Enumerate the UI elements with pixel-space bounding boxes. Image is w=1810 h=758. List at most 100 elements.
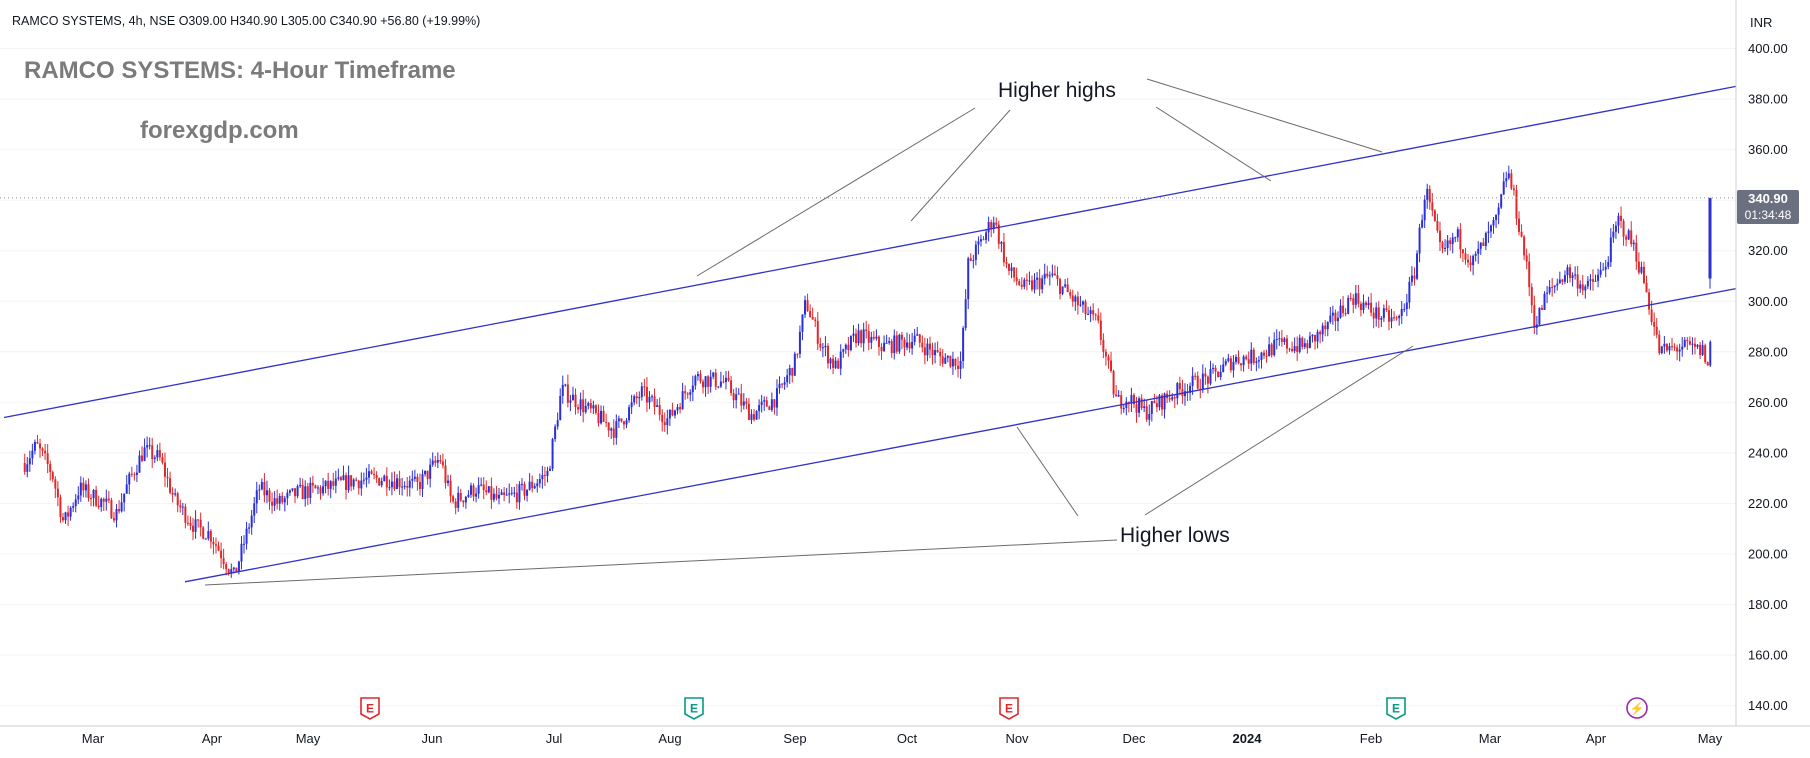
candle-body — [1217, 371, 1220, 377]
candle-body — [1551, 286, 1554, 288]
price-tick-label: 140.00 — [1748, 698, 1788, 713]
candle-body — [635, 396, 638, 399]
candle-body — [605, 421, 608, 423]
candle-body — [1245, 356, 1248, 360]
time-tick-label: Jun — [422, 731, 443, 746]
candle-body — [1173, 397, 1176, 399]
candle-body — [556, 420, 559, 427]
candle-body — [666, 418, 669, 426]
candle-body — [1599, 270, 1602, 275]
candle-body — [1163, 393, 1166, 410]
candle-body — [1171, 397, 1174, 400]
candle-body — [311, 482, 314, 486]
candle-body — [587, 403, 590, 406]
candle-body — [1270, 344, 1273, 356]
candle-body — [594, 405, 597, 413]
candle-body — [834, 360, 837, 368]
event-markers[interactable]: E E E E ⚡ — [360, 697, 1648, 720]
candle-body — [243, 543, 246, 545]
candle-body — [120, 502, 123, 512]
candle-body — [1454, 237, 1457, 239]
candle-body — [880, 346, 883, 351]
candle-body — [1357, 293, 1360, 304]
candle-body — [589, 403, 592, 409]
candle-body — [1390, 317, 1393, 322]
earnings-event-marker[interactable] — [1386, 697, 1406, 720]
candle-body — [1150, 401, 1153, 414]
candle-body — [503, 492, 506, 496]
candle-body — [814, 319, 817, 321]
candle-body — [383, 475, 386, 482]
candle-body — [329, 481, 332, 489]
candle-body — [158, 450, 161, 458]
candle-body — [1311, 334, 1314, 337]
candle-body — [630, 402, 633, 408]
candle-body — [987, 222, 990, 233]
candle-body — [475, 493, 478, 497]
candle-body — [1036, 277, 1039, 280]
candle-body — [39, 443, 42, 449]
candle-body — [447, 480, 450, 484]
lower-channel-line[interactable] — [184, 287, 1737, 583]
candle-body — [1489, 225, 1492, 232]
candle-body — [306, 486, 309, 498]
candle-body — [638, 397, 641, 399]
candle-body — [92, 489, 95, 499]
earnings-event-marker[interactable] — [999, 697, 1019, 720]
candle-body — [793, 353, 796, 376]
candle-body — [309, 482, 312, 498]
candle-body — [1650, 309, 1653, 322]
candle-body — [1477, 248, 1480, 254]
time-axis[interactable]: Mar Apr May Jun Jul Aug Sep Oct Nov Dec 2024 Feb Mar… — [82, 731, 1723, 746]
annotation-higher-highs: Higher highs — [998, 79, 1116, 102]
candle-body — [1556, 283, 1559, 286]
candle-body — [1298, 337, 1301, 352]
candle-body — [946, 355, 949, 358]
candle-body — [487, 486, 490, 493]
event-marker-label: E — [1005, 702, 1013, 716]
candle-body — [928, 343, 931, 350]
candle-body — [1237, 356, 1240, 364]
candle-body — [1148, 413, 1151, 420]
annotation-pointer-line — [1016, 426, 1079, 517]
candle-body — [469, 485, 472, 495]
candle-body — [1548, 286, 1551, 293]
candle-body — [1038, 277, 1041, 290]
candle-body — [1569, 267, 1572, 278]
candle-body — [788, 368, 791, 376]
candle-body — [186, 522, 189, 524]
candle-body — [413, 476, 416, 479]
candle-body — [245, 528, 248, 544]
candle-body — [918, 334, 921, 343]
candle-body — [855, 333, 858, 344]
candle-body — [872, 336, 875, 339]
candle-body — [1706, 362, 1709, 366]
candle-body — [648, 396, 651, 403]
candle-body — [686, 393, 689, 395]
candle-body — [1474, 253, 1477, 256]
candle-body — [775, 388, 778, 408]
candle-body — [54, 479, 57, 489]
candle-body — [1097, 315, 1100, 321]
dividend-event-marker[interactable] — [1626, 697, 1648, 719]
candle-body — [416, 476, 419, 482]
candle-body — [176, 493, 179, 506]
candle-body — [847, 344, 850, 351]
candle-body — [288, 490, 291, 493]
candle-body — [750, 414, 753, 421]
price-tag-countdown: 01:34:48 — [1745, 208, 1792, 222]
candle-body — [459, 492, 462, 501]
candle-body — [1691, 343, 1694, 345]
candle-body — [1591, 279, 1594, 282]
price-tick-label: 360.00 — [1748, 142, 1788, 157]
candle-body — [74, 499, 77, 507]
candle-body — [1331, 312, 1334, 316]
earnings-event-marker[interactable] — [360, 697, 380, 720]
candle-body — [97, 505, 100, 508]
candle-body — [342, 475, 345, 480]
candle-body — [1000, 242, 1003, 244]
earnings-event-marker[interactable] — [684, 697, 704, 720]
candle-body — [271, 501, 274, 506]
upper-channel-line[interactable] — [3, 85, 1737, 419]
